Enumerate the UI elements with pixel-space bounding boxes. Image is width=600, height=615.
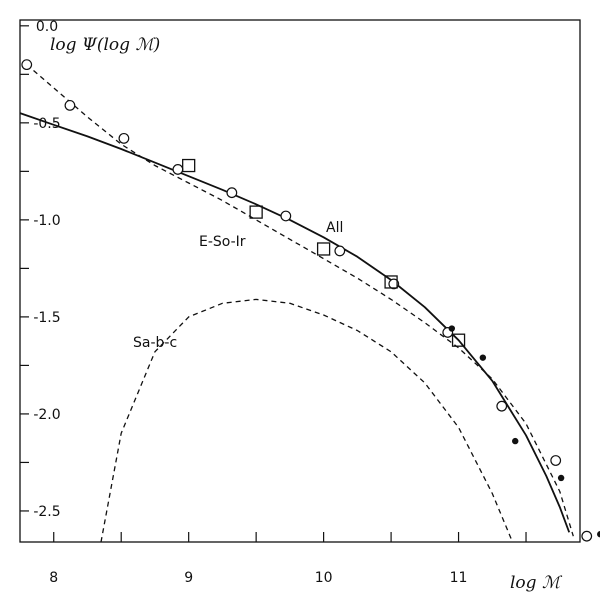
- open-square-point: [451, 333, 466, 347]
- x-axis-title: log ℳ: [510, 573, 563, 593]
- series-lines: [19, 64, 574, 543]
- series-line-2: [100, 298, 514, 543]
- plot-frame: [19, 19, 581, 543]
- open-circle-point: [118, 132, 130, 144]
- filled-dot-point: [512, 437, 519, 445]
- open-circle-point: [388, 278, 400, 290]
- y-tick-label: 0.0: [36, 19, 58, 35]
- open-circle-point: [581, 530, 593, 542]
- open-square-point: [384, 275, 398, 289]
- series-line-1: [26, 64, 574, 537]
- open-circle-point: [550, 455, 562, 466]
- series-label-e-so-ir: E-So-Ir: [199, 234, 246, 250]
- x-tick-label: 10: [315, 570, 333, 586]
- series-label-sa-b-c: Sa-b-c: [133, 335, 177, 351]
- x-tick-label: 9: [184, 570, 193, 586]
- y-tick-label: -2.0: [33, 407, 60, 423]
- data-points: [21, 59, 600, 542]
- y-axis-title: log Ψ(log ℳ): [50, 35, 160, 55]
- filled-dot-point: [479, 354, 487, 361]
- open-circle-point: [172, 164, 184, 175]
- open-circle-point: [496, 400, 508, 412]
- x-tick-label: 11: [450, 570, 468, 586]
- filled-dot-point: [557, 474, 565, 482]
- open-circle-point: [280, 210, 292, 222]
- y-axis: 0.0-0.5-1.0-1.5-2.0-2.5: [20, 19, 61, 520]
- open-circle-point: [64, 99, 76, 111]
- open-square-point: [249, 205, 263, 219]
- open-circle-point: [334, 245, 346, 257]
- open-square-point: [182, 158, 196, 173]
- y-tick-label: -1.0: [33, 213, 60, 229]
- series-label-all: All: [326, 220, 343, 236]
- filled-dot-point: [597, 531, 600, 538]
- y-tick-label: -1.5: [33, 310, 60, 326]
- y-tick-label: -2.5: [33, 504, 60, 520]
- open-circle-point: [21, 59, 33, 71]
- open-square-point: [316, 242, 331, 256]
- series-line-0: [19, 112, 571, 533]
- open-circle-point: [226, 187, 238, 199]
- filled-dot-point: [448, 325, 456, 332]
- x-axis: 8 9 10 11: [49, 532, 527, 586]
- x-tick-label: 8: [49, 570, 58, 586]
